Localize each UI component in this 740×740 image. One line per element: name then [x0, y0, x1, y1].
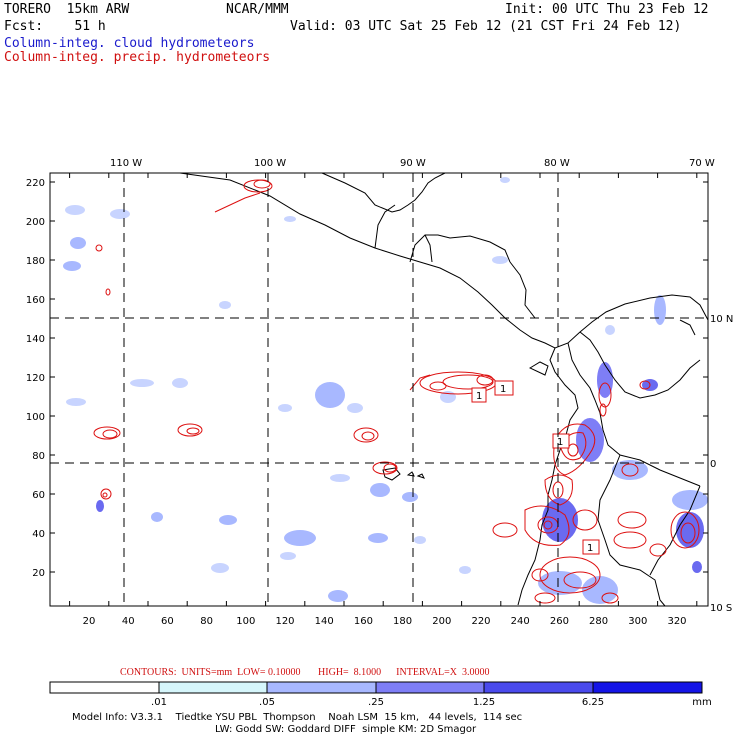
x-tick-label: 80 — [200, 616, 213, 627]
y-tick-label: 80 — [32, 451, 45, 462]
legend-tick: 6.25 — [582, 697, 604, 708]
y-tick-label: 200 — [26, 217, 45, 228]
x-tick-label: 20 — [83, 616, 96, 627]
lat-label: 0 — [710, 459, 716, 470]
center-title: NCAR/MMM — [226, 2, 289, 17]
lat-label: 10 N — [710, 314, 733, 325]
model-title: TORERO 15km ARW — [4, 2, 130, 17]
forecast-hour: Fcst: 51 h — [4, 19, 106, 34]
y-tick-label: 180 — [26, 256, 45, 267]
y-tick-label: 120 — [26, 373, 45, 384]
map-frame — [49, 172, 709, 607]
x-tick-label: 60 — [161, 616, 174, 627]
y-tick-label: 60 — [32, 490, 45, 501]
x-tick-label: 100 — [236, 616, 255, 627]
legend-tick: .05 — [259, 697, 275, 708]
x-tick-label: 220 — [471, 616, 490, 627]
legend-tick: .25 — [368, 697, 384, 708]
x-tick-label: 260 — [550, 616, 569, 627]
legend-tick: .01 — [151, 697, 167, 708]
y-tick-label: 220 — [26, 178, 45, 189]
cloud-shading — [63, 177, 708, 604]
box-label: 1 — [476, 391, 482, 402]
box-label: 1 — [500, 384, 506, 395]
legend-ticks: .01 .05 .25 1.25 6.25 mm — [151, 697, 712, 708]
x-tick-label: 240 — [511, 616, 530, 627]
x-tick-label: 320 — [667, 616, 686, 627]
init-time: Init: 00 UTC Thu 23 Feb 12 — [505, 2, 709, 17]
field-cloud-label: Column-integ. cloud hydrometeors — [4, 36, 255, 51]
x-tick-label: 280 — [589, 616, 608, 627]
lat-label: 10 S — [710, 603, 732, 614]
y-tick-label: 100 — [26, 412, 45, 423]
x-tick-labels: 20 40 60 80 100 120 140 160 180 200 220 240 260 280 30… — [83, 616, 687, 627]
y-tick-label: 40 — [32, 529, 45, 540]
color-legend — [49, 681, 703, 694]
lon-labels: 110 W 100 W 90 W 80 W 70 W — [110, 158, 715, 169]
y-tick-label: 160 — [26, 295, 45, 306]
lon-label: 110 W — [110, 158, 142, 169]
lon-label: 100 W — [254, 158, 286, 169]
legend-tick: 1.25 — [473, 697, 495, 708]
box-label: 1 — [557, 437, 563, 448]
model-info-line2: LW: Godd SW: Goddard DIFF simple KM: 2D … — [215, 724, 477, 735]
lat-labels: 10 N 0 10 S — [710, 314, 733, 614]
lat-lon-grid — [50, 173, 708, 606]
y-tick-labels: 220 200 180 160 140 120 100 80 60 40 20 — [26, 178, 45, 579]
y-tick-label: 20 — [32, 568, 45, 579]
x-tick-label: 140 — [315, 616, 334, 627]
contours-info: CONTOURS: UNITS=mm LOW= 0.10000 HIGH= 8.… — [120, 667, 490, 678]
legend-unit: mm — [692, 697, 711, 708]
lon-label: 90 W — [400, 158, 426, 169]
valid-time: Valid: 03 UTC Sat 25 Feb 12 (21 CST Fri … — [290, 19, 682, 34]
y-tick-label: 140 — [26, 334, 45, 345]
box-label: 1 — [587, 543, 593, 554]
x-tick-label: 200 — [432, 616, 451, 627]
x-tick-label: 40 — [122, 616, 135, 627]
lon-label: 70 W — [689, 158, 715, 169]
axis-ticks — [50, 173, 708, 606]
x-tick-label: 180 — [393, 616, 412, 627]
x-tick-label: 300 — [628, 616, 647, 627]
lon-label: 80 W — [544, 158, 570, 169]
coastline — [179, 172, 709, 607]
box-labels: 1 1 1 1 — [471, 380, 600, 555]
x-tick-label: 160 — [354, 616, 373, 627]
precip-contours — [93, 179, 700, 604]
x-tick-label: 120 — [275, 616, 294, 627]
field-precip-label: Column-integ. precip. hydrometeors — [4, 50, 271, 65]
model-info-line1: Model Info: V3.3.1 Tiedtke YSU PBL Thomp… — [72, 712, 523, 723]
